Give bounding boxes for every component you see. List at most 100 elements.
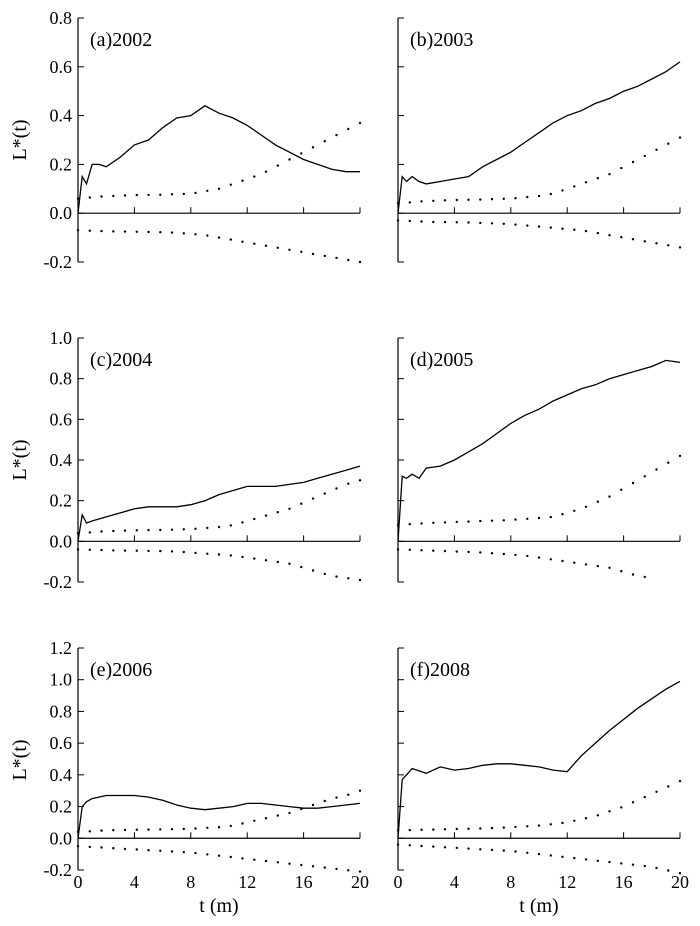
series-dot	[561, 189, 564, 192]
series-dot	[573, 228, 576, 231]
series-dot	[206, 552, 209, 555]
series-dot	[643, 475, 646, 478]
series-dot	[288, 862, 291, 865]
series-dot	[288, 562, 291, 565]
series-dot	[194, 233, 197, 236]
x-tick-label: 12	[238, 872, 256, 892]
panel-6: 0 4 8 12 16 20 (f)2008	[394, 647, 689, 892]
series-dot	[584, 817, 588, 820]
series-dot	[526, 825, 529, 828]
series-dot	[667, 785, 670, 788]
series-dot	[455, 221, 458, 224]
series-dot	[170, 550, 174, 553]
y-tick-label: 0.8	[50, 369, 73, 389]
series-line-1	[77, 105, 360, 214]
series-dot	[100, 548, 103, 552]
series-dot	[253, 242, 256, 245]
series-dot	[596, 177, 599, 180]
x-tick-label: 20	[351, 872, 369, 892]
panel-label: (c)2004	[90, 349, 152, 371]
series-dotted-2	[396, 780, 682, 832]
series-dot	[323, 140, 326, 143]
y-tick-label: -0.2	[44, 860, 73, 880]
y-tick-label: 1.2	[50, 638, 73, 658]
series-dot	[358, 479, 362, 482]
series-dot	[420, 200, 423, 203]
series-dot	[241, 240, 244, 243]
series-dot	[335, 256, 338, 260]
series-dot	[537, 194, 541, 198]
series-dot	[432, 549, 435, 552]
series-dot	[217, 553, 221, 556]
series-dot	[596, 564, 599, 568]
series-dot	[217, 236, 221, 239]
series-dot	[643, 240, 646, 243]
series-dot	[159, 193, 162, 196]
series-dot	[300, 502, 303, 505]
series-dot	[347, 869, 350, 872]
series-dot	[300, 863, 303, 867]
series-dot	[182, 232, 185, 235]
series-dot	[123, 549, 127, 552]
series-dot	[88, 845, 92, 849]
series-dotted-3	[396, 219, 682, 249]
series-dot	[253, 858, 256, 861]
series-dot	[596, 859, 599, 862]
series-dot	[584, 181, 588, 184]
series-dotted-3	[396, 843, 682, 875]
series-dot	[608, 173, 611, 176]
series-dot	[561, 227, 564, 230]
series-dot	[182, 851, 185, 854]
series-dot	[182, 550, 185, 554]
series-dot	[135, 529, 138, 532]
series-dot	[408, 844, 411, 847]
series-dot	[311, 803, 315, 807]
series-dot	[643, 575, 646, 579]
series-dot	[467, 550, 470, 554]
series-dot	[432, 199, 435, 202]
series-dot	[526, 851, 529, 854]
series-dot	[631, 238, 635, 241]
series-dot	[549, 515, 552, 519]
series-dot	[408, 548, 411, 551]
y-tick-label: -0.2	[44, 252, 73, 272]
series-dot	[358, 260, 362, 264]
series-dot	[479, 221, 482, 225]
series-dot	[147, 230, 150, 234]
series-dot	[420, 828, 423, 831]
series-dot	[667, 461, 670, 464]
series-dot	[549, 192, 552, 196]
series-dot	[347, 258, 350, 262]
series-dot	[667, 869, 670, 872]
series-dot	[100, 530, 103, 533]
series-dot	[147, 193, 150, 197]
y-tick-label: 0.4	[50, 765, 73, 785]
series-dot	[347, 127, 350, 131]
series-dot	[514, 825, 517, 829]
series-dot	[432, 521, 435, 524]
series-dot	[467, 198, 470, 201]
series-dot	[537, 225, 541, 228]
series-dot	[217, 854, 221, 857]
series-dot	[620, 862, 623, 865]
series-dot	[241, 179, 244, 182]
series-dot	[608, 495, 611, 498]
series-dot	[455, 827, 458, 831]
series-dot	[443, 220, 447, 224]
series-dotted-3	[76, 548, 362, 582]
series-dot	[561, 821, 564, 825]
series-dot	[490, 826, 494, 830]
series-dot	[396, 548, 400, 551]
series-dot	[502, 222, 505, 225]
series-dot	[100, 229, 103, 233]
series-dot	[147, 849, 150, 852]
y-axis-title: L*(t)	[9, 439, 31, 480]
series-dot	[620, 166, 623, 170]
series-dot	[123, 529, 127, 532]
series-dot	[100, 846, 103, 849]
series-dot	[194, 827, 197, 830]
series-dot	[194, 191, 197, 195]
series-dot	[253, 517, 256, 521]
series-dot	[112, 549, 115, 552]
series-dot	[182, 827, 185, 831]
